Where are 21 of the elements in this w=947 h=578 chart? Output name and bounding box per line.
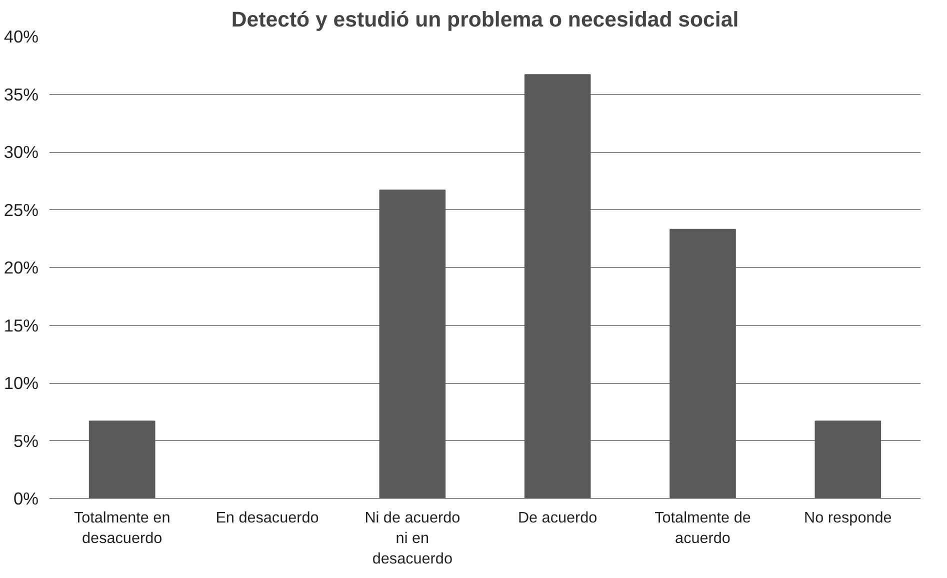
x-tick-label: En desacuerdo — [216, 510, 319, 526]
bar — [379, 190, 446, 498]
y-tick-label: 35% — [4, 84, 39, 104]
bar — [88, 420, 156, 498]
x-tick-label: Totalmente en desacuerdo — [74, 510, 170, 547]
x-tick-label: Totalmente de acuerdo — [654, 510, 751, 547]
bar — [814, 420, 882, 498]
y-tick-label: 30% — [4, 142, 39, 162]
bar — [670, 228, 736, 498]
y-tick-label: 25% — [4, 200, 39, 220]
y-tick-label: 15% — [4, 315, 39, 336]
y-tick-label: 5% — [13, 430, 38, 451]
x-tick-label: De acuerdo — [518, 510, 598, 526]
bar — [524, 74, 591, 498]
x-tick-label: Ni de acuerdo ni en desacuerdo — [364, 510, 460, 568]
y-tick-label: 20% — [4, 258, 39, 278]
y-tick-label: 40% — [4, 26, 39, 46]
chart-title: Detectó y estudió un problema o necesidad social — [231, 8, 739, 32]
y-tick-label: 10% — [4, 373, 39, 393]
x-tick-label: No responde — [804, 510, 892, 526]
y-tick-label: 0% — [13, 488, 38, 508]
